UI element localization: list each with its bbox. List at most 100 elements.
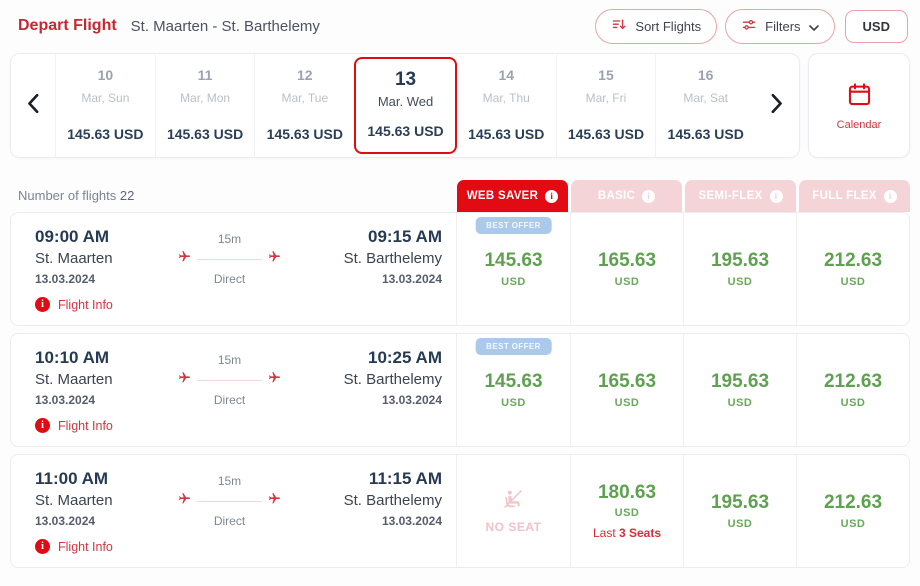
fare-basic[interactable]: 165.63 USD [570, 213, 683, 325]
fare-currency: USD [727, 517, 753, 530]
tab-basic-label: BASIC [597, 190, 636, 202]
fare-price: 180.63 [597, 481, 657, 503]
fare-semi-flex[interactable]: 195.63 USD [683, 334, 796, 446]
flight-details: 09:00 AM St. Maarten 13.03.2024 15m Dire… [11, 213, 456, 325]
info-icon[interactable]: i [883, 189, 897, 203]
next-dates-button[interactable] [755, 54, 799, 157]
departure-time: 11:00 AM [35, 469, 109, 488]
fare-options: NO SEAT 180.63 USD Last 3 Seats 195.63 U… [456, 455, 909, 567]
flight-info-link[interactable]: i Flight Info [35, 418, 113, 433]
flight-info-link[interactable]: i Flight Info [35, 539, 113, 554]
arrival-info: 10:25 AM St. Barthelemy 13.03.2024 [292, 347, 442, 446]
plane-icon [268, 371, 281, 389]
date-price: 145.63 USD [367, 123, 444, 139]
fare-currency: USD [501, 275, 526, 288]
info-icon: i [35, 539, 50, 554]
chevron-down-icon [808, 19, 819, 34]
departure-date: 13.03.2024 [35, 392, 96, 407]
date-sub: Mar, Mon [180, 90, 231, 105]
flight-path: 15m Direct [167, 468, 292, 567]
fare-price: 165.63 [597, 250, 657, 272]
date-day: 11 [197, 67, 213, 83]
date-cell-mar-12[interactable]: 12 Mar, Tue 145.63 USD [254, 54, 355, 157]
tab-basic[interactable]: BASIC i [571, 180, 682, 212]
fare-full-flex[interactable]: 212.63 USD [796, 455, 909, 567]
best-offer-badge: BEST OFFER [475, 338, 552, 355]
date-price: 145.63 USD [67, 126, 144, 142]
date-cell-mar-11[interactable]: 11 Mar, Mon 145.63 USD [154, 54, 255, 157]
date-cell-mar-15[interactable]: 15 Mar, Fri 145.63 USD [555, 54, 656, 157]
date-day: 12 [297, 67, 313, 83]
tab-full-flex[interactable]: FULL FLEX i [799, 180, 910, 212]
fare-full-flex[interactable]: 212.63 USD [796, 334, 909, 446]
date-price: 145.63 USD [667, 126, 744, 142]
tab-semi-flex[interactable]: SEMI-FLEX i [685, 180, 796, 212]
duration-label: 15m [217, 474, 242, 488]
fare-basic[interactable]: 165.63 USD [570, 334, 683, 446]
date-cell-mar-13-selected[interactable]: 13 Mar. Wed 145.63 USD [354, 57, 457, 154]
date-sub: Mar, Fri [585, 90, 627, 105]
filters-label: Filters [765, 18, 801, 34]
date-cell-mar-14[interactable]: 14 Mar, Thu 145.63 USD [456, 54, 556, 157]
stops-label: Direct [213, 393, 246, 407]
arrival-info: 09:15 AM St. Barthelemy 13.03.2024 [292, 226, 442, 325]
date-day: 15 [598, 67, 614, 83]
flight-info-link[interactable]: i Flight Info [35, 297, 113, 312]
fare-currency: USD [840, 275, 866, 288]
fare-tabs: WEB SAVER i BASIC i SEMI-FLEX i FULL FLE… [457, 180, 910, 212]
info-icon[interactable]: i [642, 189, 656, 203]
fare-semi-flex[interactable]: 195.63 USD [683, 455, 796, 567]
fare-price: 165.63 [597, 371, 657, 393]
flight-count-value: 22 [119, 188, 135, 203]
fare-price: 195.63 [710, 250, 770, 272]
prev-dates-button[interactable] [11, 54, 55, 157]
departure-time: 09:00 AM [35, 227, 110, 246]
info-icon[interactable]: i [769, 189, 783, 203]
fare-web-saver[interactable]: BEST OFFER 145.63 USD [457, 334, 570, 446]
fare-currency: USD [840, 517, 866, 530]
fare-options: BEST OFFER 145.63 USD 165.63 USD 195.63 … [456, 334, 909, 446]
no-seat-icon [502, 488, 524, 515]
departure-info: 09:00 AM St. Maarten 13.03.2024 [35, 226, 167, 325]
departure-city: St. Maarten [35, 250, 113, 268]
fare-web-saver-sold-out: NO SEAT [457, 455, 570, 567]
sort-flights-button[interactable]: Sort Flights [595, 8, 718, 44]
stops-label: Direct [213, 272, 246, 286]
tab-full-flex-label: FULL FLEX [812, 190, 877, 202]
fare-semi-flex[interactable]: 195.63 USD [683, 213, 796, 325]
date-sub: Mar, Tue [281, 90, 329, 105]
arrival-date: 13.03.2024 [381, 513, 442, 528]
calendar-label: Calendar [836, 118, 882, 131]
filters-button[interactable]: Filters [725, 8, 835, 44]
date-cell-mar-10[interactable]: 10 Mar, Sun 145.63 USD [55, 54, 155, 157]
calendar-button[interactable]: Calendar [808, 53, 910, 158]
flight-count: Number of flights 22 [18, 188, 135, 203]
departure-date: 13.03.2024 [35, 513, 96, 528]
chevron-left-icon [27, 93, 39, 118]
info-icon: i [35, 297, 50, 312]
calendar-icon [846, 81, 873, 113]
date-sub: Mar, Sat [683, 90, 729, 105]
flight-row: 11:00 AM St. Maarten 13.03.2024 15m Dire… [10, 454, 910, 568]
fare-web-saver[interactable]: BEST OFFER 145.63 USD [457, 213, 570, 325]
currency-button[interactable]: USD [844, 9, 908, 43]
date-price: 145.63 USD [567, 126, 645, 142]
tab-web-saver[interactable]: WEB SAVER i [457, 180, 568, 212]
sort-flights-label: Sort Flights [635, 18, 702, 34]
departure-time: 10:10 AM [35, 348, 110, 367]
date-carousel: 10 Mar, Sun 145.63 USD 11 Mar, Mon 145.6… [10, 53, 800, 158]
fare-full-flex[interactable]: 212.63 USD [796, 213, 909, 325]
fare-price: 212.63 [823, 250, 883, 272]
fare-currency: USD [727, 396, 753, 409]
fare-basic[interactable]: 180.63 USD Last 3 Seats [570, 455, 683, 567]
date-strip: 10 Mar, Sun 145.63 USD 11 Mar, Mon 145.6… [10, 53, 910, 158]
date-cell-mar-16[interactable]: 16 Mar, Sat 145.63 USD [655, 54, 756, 157]
date-sub: Mar, Thu [482, 90, 530, 105]
departure-date: 13.03.2024 [35, 271, 96, 286]
departure-info: 11:00 AM St. Maarten 13.03.2024 [35, 468, 167, 567]
plane-icon [178, 492, 191, 510]
fare-currency: USD [840, 396, 866, 409]
chevron-right-icon [771, 93, 783, 118]
info-icon[interactable]: i [545, 189, 559, 203]
